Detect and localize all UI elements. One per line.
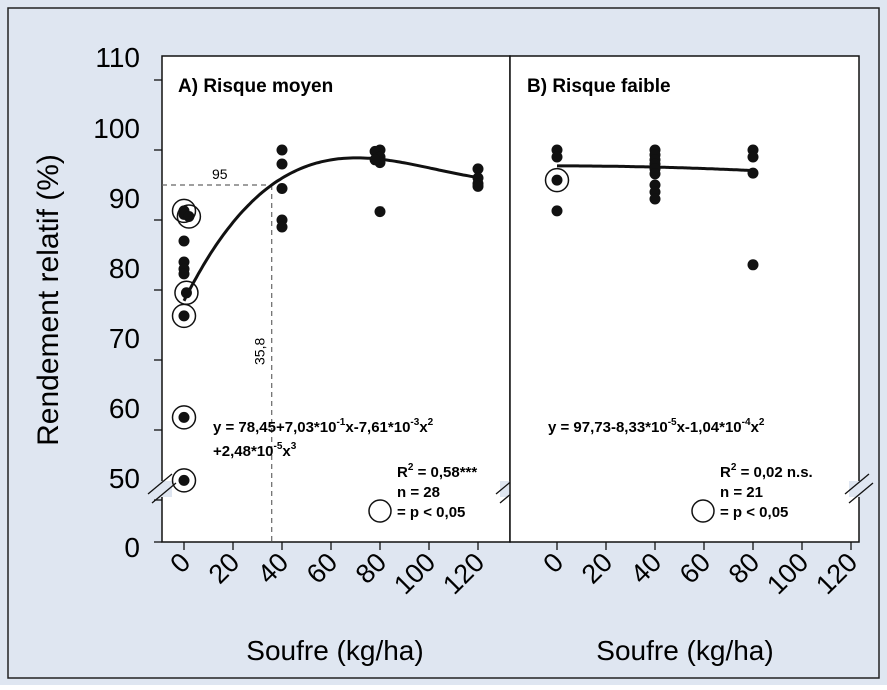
data-point	[747, 259, 759, 271]
figure-frame	[7, 7, 880, 679]
significance-circle	[544, 167, 570, 193]
data-point	[472, 163, 484, 175]
data-point	[178, 474, 190, 486]
significance-circle	[171, 303, 197, 329]
data-point	[551, 205, 563, 217]
y-tick-label: 110	[95, 42, 140, 73]
panel-a-legend-circle	[368, 499, 392, 523]
panel-b-x-axis-label: Soufre (kg/ha)	[596, 635, 773, 666]
y-tick-label: 0	[124, 532, 140, 563]
data-point	[178, 310, 190, 322]
panel-plot-area	[161, 55, 511, 543]
data-point	[747, 167, 759, 179]
panel-b-title: B) Risque faible	[527, 76, 671, 97]
data-point	[472, 180, 484, 192]
panel-b-r2: R2 = 0,02 n.s.	[720, 462, 813, 481]
data-point	[747, 151, 759, 163]
panel-plot-area	[509, 55, 860, 543]
axis-break-mark	[147, 473, 177, 504]
panel-b-legend-text: = p < 0,05	[720, 504, 788, 521]
y-tick-labels: 0 50 60 70 80 90 100 110	[93, 42, 140, 563]
panel-b-legend-circle	[691, 499, 715, 523]
data-point	[551, 151, 563, 163]
y-tick-label: 50	[109, 463, 140, 494]
panel-b-equation: y = 97,73-8,33*10-5x-1,04*10-4x2	[548, 417, 765, 436]
y-tick-label: 70	[109, 323, 140, 354]
y-tick-label: 90	[109, 183, 140, 214]
data-point	[276, 221, 288, 233]
y-tick-label: 80	[109, 253, 140, 284]
axis-break-mark	[844, 473, 874, 504]
panel-a-x-axis-label: Soufre (kg/ha)	[246, 635, 423, 666]
data-point	[551, 174, 563, 186]
panel-a-n: n = 28	[397, 484, 440, 501]
y-tick-label: 100	[93, 113, 140, 144]
panel-a-equation-line1: y = 78,45+7,03*10-1x-7,61*10-3x2	[213, 417, 434, 436]
data-point	[178, 411, 190, 423]
data-point	[369, 154, 381, 166]
data-point	[178, 268, 190, 280]
data-point	[180, 287, 192, 299]
data-point	[649, 193, 661, 205]
reference-x-label: 35,8	[252, 338, 268, 365]
panel-a-r2: R2 = 0,58***	[397, 462, 477, 481]
fit-curve	[182, 156, 479, 302]
panel-b-n: n = 21	[720, 484, 763, 501]
panel-a-title: A) Risque moyen	[178, 76, 333, 97]
data-point	[276, 158, 288, 170]
y-axis-label: Rendement relatif (%)	[32, 154, 65, 446]
data-point	[276, 144, 288, 156]
data-point	[276, 183, 288, 194]
panel-a-legend-text: = p < 0,05	[397, 504, 465, 521]
data-point	[183, 211, 195, 222]
panel-a-equation-line2: +2,48*10-5x3	[213, 441, 297, 460]
data-point	[374, 206, 386, 218]
reference-y-label: 95	[212, 166, 228, 182]
significance-circle	[171, 468, 197, 493]
significance-circle	[176, 204, 202, 229]
y-tick-label: 60	[109, 393, 140, 424]
significance-circle	[171, 198, 197, 224]
significance-circle	[171, 405, 197, 430]
data-point	[178, 235, 190, 247]
data-point	[649, 168, 661, 180]
